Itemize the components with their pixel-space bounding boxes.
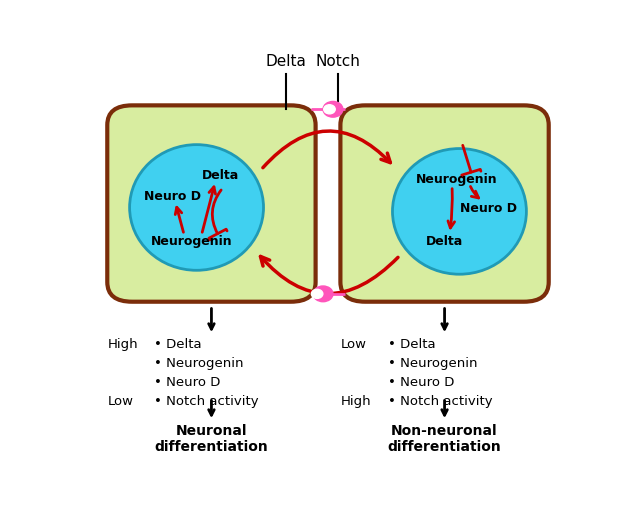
- FancyArrowPatch shape: [461, 146, 481, 178]
- Text: High: High: [340, 394, 371, 407]
- Text: Non-neuronal
differentiation: Non-neuronal differentiation: [388, 423, 501, 454]
- FancyArrowPatch shape: [260, 257, 398, 294]
- FancyArrowPatch shape: [175, 208, 184, 233]
- Text: • Neurogenin: • Neurogenin: [388, 356, 477, 369]
- FancyArrowPatch shape: [202, 187, 216, 233]
- Text: • Notch activity: • Notch activity: [388, 394, 492, 407]
- Text: Neurogenin: Neurogenin: [151, 235, 232, 248]
- FancyArrowPatch shape: [209, 191, 227, 240]
- Text: High: High: [108, 337, 138, 350]
- Text: Delta: Delta: [426, 235, 463, 248]
- Ellipse shape: [392, 149, 526, 275]
- Text: • Delta: • Delta: [154, 337, 202, 350]
- Text: Low: Low: [340, 337, 367, 350]
- Circle shape: [311, 290, 323, 299]
- Circle shape: [323, 102, 343, 118]
- Text: Low: Low: [108, 394, 133, 407]
- Text: • Notch activity: • Notch activity: [154, 394, 259, 407]
- Ellipse shape: [129, 146, 264, 271]
- FancyArrowPatch shape: [448, 189, 454, 229]
- Circle shape: [324, 105, 335, 115]
- Text: Neurogenin: Neurogenin: [416, 172, 498, 185]
- Text: Delta: Delta: [266, 54, 307, 69]
- Text: • Neuro D: • Neuro D: [154, 375, 221, 388]
- Text: Neuro D: Neuro D: [460, 202, 516, 214]
- FancyArrowPatch shape: [263, 132, 390, 168]
- FancyArrowPatch shape: [470, 187, 479, 199]
- Text: Neuronal
differentiation: Neuronal differentiation: [155, 423, 268, 454]
- Text: Delta: Delta: [202, 168, 239, 181]
- Circle shape: [313, 287, 333, 302]
- Text: Notch: Notch: [316, 54, 360, 69]
- Text: • Neurogenin: • Neurogenin: [154, 356, 244, 369]
- Text: • Neuro D: • Neuro D: [388, 375, 454, 388]
- FancyBboxPatch shape: [340, 106, 548, 302]
- Text: • Delta: • Delta: [388, 337, 435, 350]
- FancyBboxPatch shape: [108, 106, 316, 302]
- Text: Neuro D: Neuro D: [144, 190, 201, 203]
